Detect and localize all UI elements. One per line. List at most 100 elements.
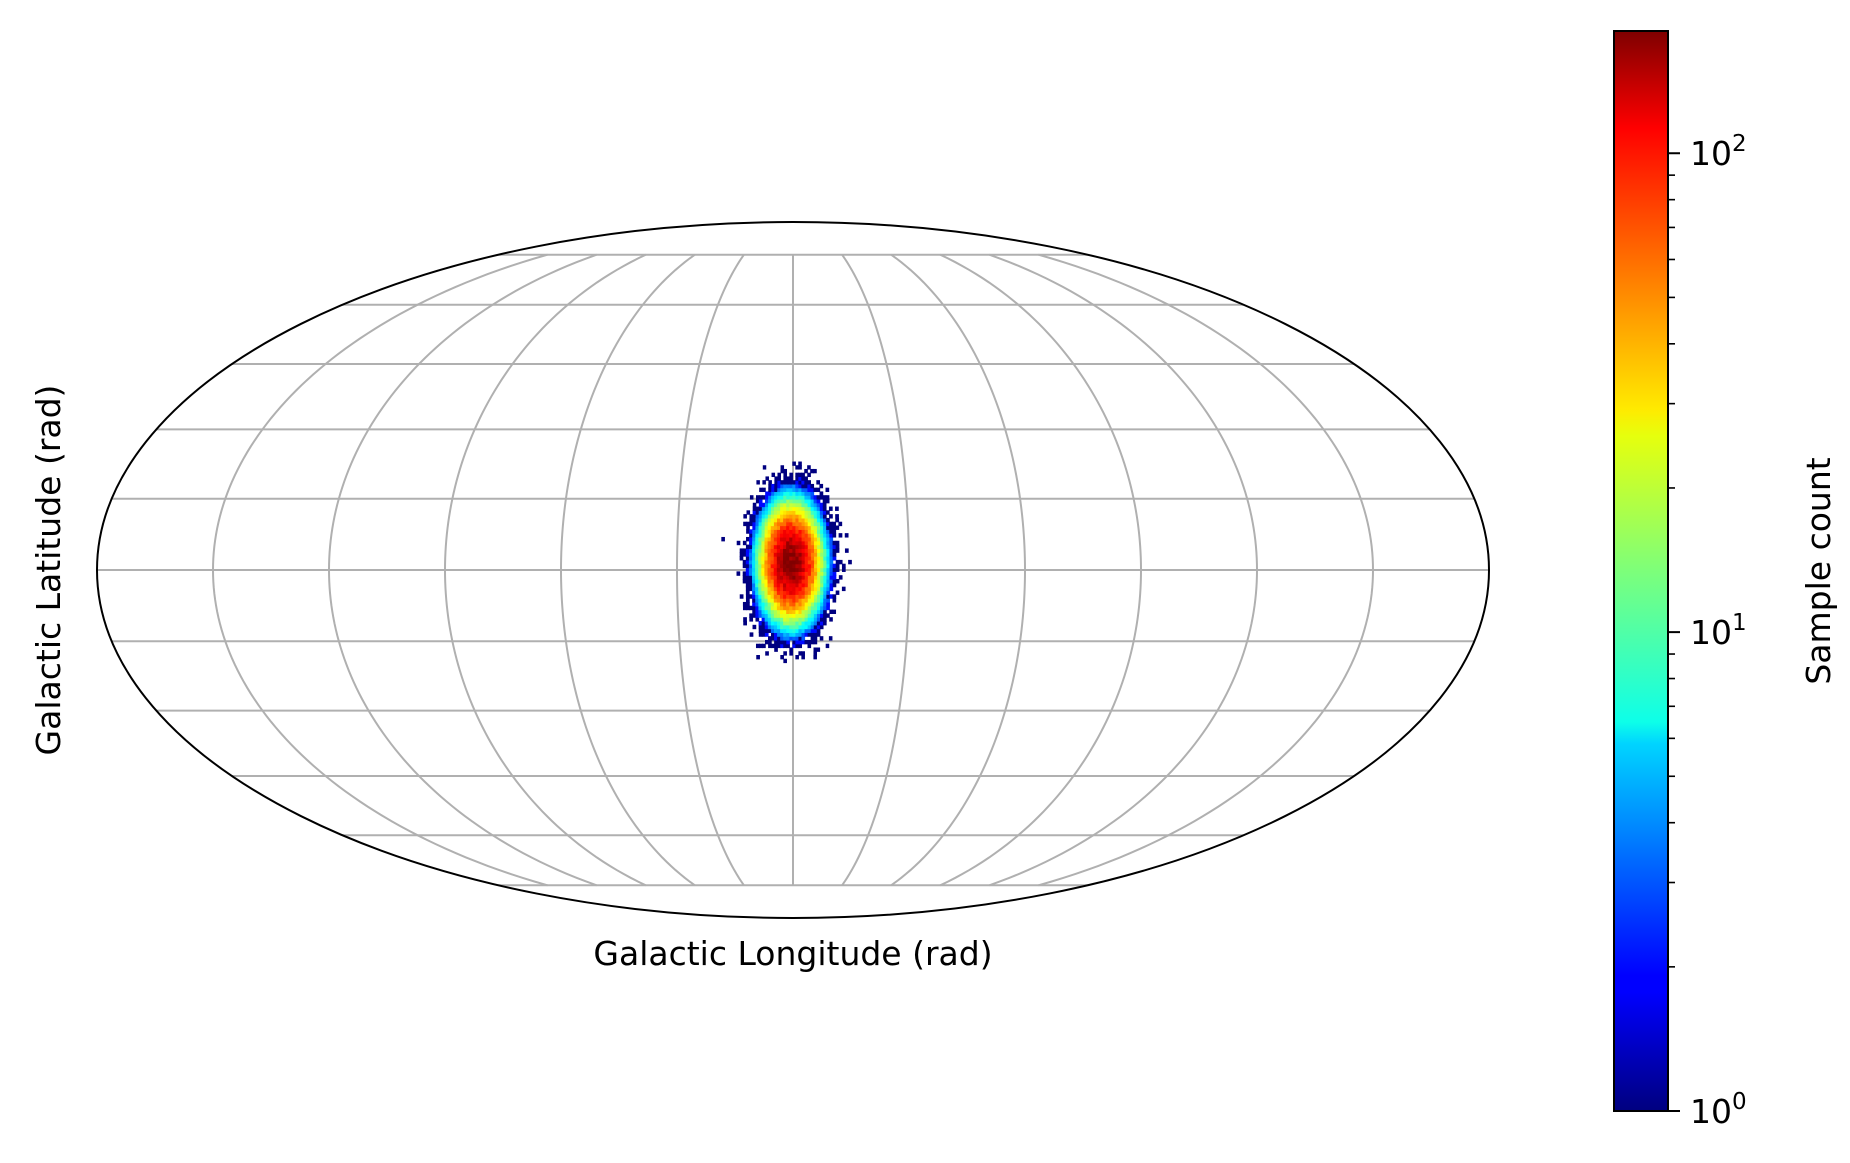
heatmap-bin xyxy=(835,544,840,550)
heatmap-bin xyxy=(819,491,824,496)
heatmap-bin xyxy=(776,559,781,565)
heatmap-bin xyxy=(801,617,806,622)
heatmap-bin xyxy=(779,601,784,607)
heatmap-bin xyxy=(814,548,818,553)
heatmap-bin xyxy=(786,571,790,576)
heatmap-bin xyxy=(810,601,815,607)
heatmap-bin xyxy=(826,529,830,534)
heatmap-bin xyxy=(783,487,787,493)
heatmap-bin xyxy=(767,624,772,630)
heatmap-bin xyxy=(823,548,828,553)
heatmap-bin xyxy=(801,472,805,478)
heatmap-bin xyxy=(745,544,750,550)
heatmap-bin xyxy=(786,548,790,553)
heatmap-bin xyxy=(813,517,818,523)
heatmap-bin xyxy=(767,609,772,614)
heatmap-bin xyxy=(767,598,772,603)
heatmap-bin xyxy=(789,536,793,542)
heatmap-bin xyxy=(745,582,750,588)
heatmap-bin xyxy=(823,590,827,595)
heatmap-bin xyxy=(767,510,772,515)
heatmap-bin xyxy=(780,491,784,496)
heatmap-bin xyxy=(764,521,769,527)
heatmap-bin xyxy=(770,533,775,538)
heatmap-bin xyxy=(783,582,787,588)
heatmap-bin xyxy=(792,582,797,588)
heatmap-bin xyxy=(804,632,809,637)
heatmap-bin xyxy=(819,506,824,511)
heatmap-bin xyxy=(807,571,812,576)
heatmap-bin xyxy=(755,563,759,569)
heatmap-bin xyxy=(774,628,778,633)
heatmap-bin xyxy=(795,544,800,550)
heatmap-bin xyxy=(745,559,750,565)
heatmap-bin xyxy=(816,506,821,511)
heatmap-bin xyxy=(835,548,840,553)
heatmap-bin xyxy=(792,514,797,519)
heatmap-bin xyxy=(820,533,824,538)
heatmap-bin xyxy=(748,586,753,592)
heatmap-bin xyxy=(752,529,756,534)
heatmap-bin xyxy=(774,483,778,489)
heatmap-bin xyxy=(798,586,803,592)
heatmap-bin xyxy=(820,525,824,530)
heatmap-bin xyxy=(835,559,840,565)
heatmap-bin xyxy=(816,517,821,523)
heatmap-bin xyxy=(817,590,821,595)
heatmap-bin xyxy=(764,621,769,626)
heatmap-bin xyxy=(783,605,787,611)
heatmap-bin xyxy=(780,510,784,515)
heatmap-bin xyxy=(795,556,800,561)
heatmap-bin xyxy=(783,621,787,626)
heatmap-bin xyxy=(749,617,754,622)
heatmap-bin xyxy=(777,487,781,493)
heatmap-bin xyxy=(813,506,818,511)
heatmap-bin xyxy=(773,521,778,527)
heatmap-bin xyxy=(755,506,760,511)
heatmap-bin xyxy=(761,502,766,508)
heatmap-bin xyxy=(786,639,790,645)
heatmap-bin xyxy=(801,590,806,595)
heatmap-bin xyxy=(801,571,806,576)
heatmap-bin xyxy=(816,510,821,515)
heatmap-bin xyxy=(783,571,787,576)
heatmap-bin xyxy=(823,617,827,622)
heatmap-bin xyxy=(783,579,787,584)
heatmap-bin xyxy=(801,517,806,523)
heatmap-bin xyxy=(810,483,815,489)
heatmap-bin xyxy=(804,621,809,626)
heatmap-bin xyxy=(767,514,772,519)
heatmap-bin xyxy=(768,639,772,645)
heatmap-bin xyxy=(768,480,772,485)
heatmap-bin xyxy=(804,624,809,630)
heatmap-bin xyxy=(813,502,818,508)
heatmap-bin xyxy=(795,579,800,584)
heatmap-bin xyxy=(823,567,828,572)
heatmap-bin xyxy=(798,544,803,550)
heatmap-bin xyxy=(789,601,793,607)
heatmap-bin xyxy=(807,487,812,493)
heatmap-bin xyxy=(820,598,824,603)
heatmap-bin xyxy=(826,556,831,561)
heatmap-bin xyxy=(789,517,793,523)
heatmap-bin xyxy=(774,491,778,496)
heatmap-bin xyxy=(768,487,772,493)
heatmap-bin xyxy=(807,517,812,523)
heatmap-bin xyxy=(767,540,772,546)
heatmap-bin xyxy=(742,605,747,611)
heatmap-bin xyxy=(767,517,772,523)
heatmap-bin xyxy=(804,609,809,614)
heatmap-bin xyxy=(829,556,834,561)
heatmap-bin xyxy=(832,579,837,584)
heatmap-bin xyxy=(755,605,760,611)
heatmap-bin xyxy=(783,601,787,607)
heatmap-bin xyxy=(758,601,763,607)
heatmap-bin xyxy=(807,575,812,580)
heatmap-bin xyxy=(745,567,750,572)
heatmap-bin xyxy=(758,536,763,542)
heatmap-bin xyxy=(786,579,790,584)
heatmap-bin xyxy=(810,536,815,542)
heatmap-bin xyxy=(756,495,760,500)
heatmap-bin xyxy=(829,540,834,546)
